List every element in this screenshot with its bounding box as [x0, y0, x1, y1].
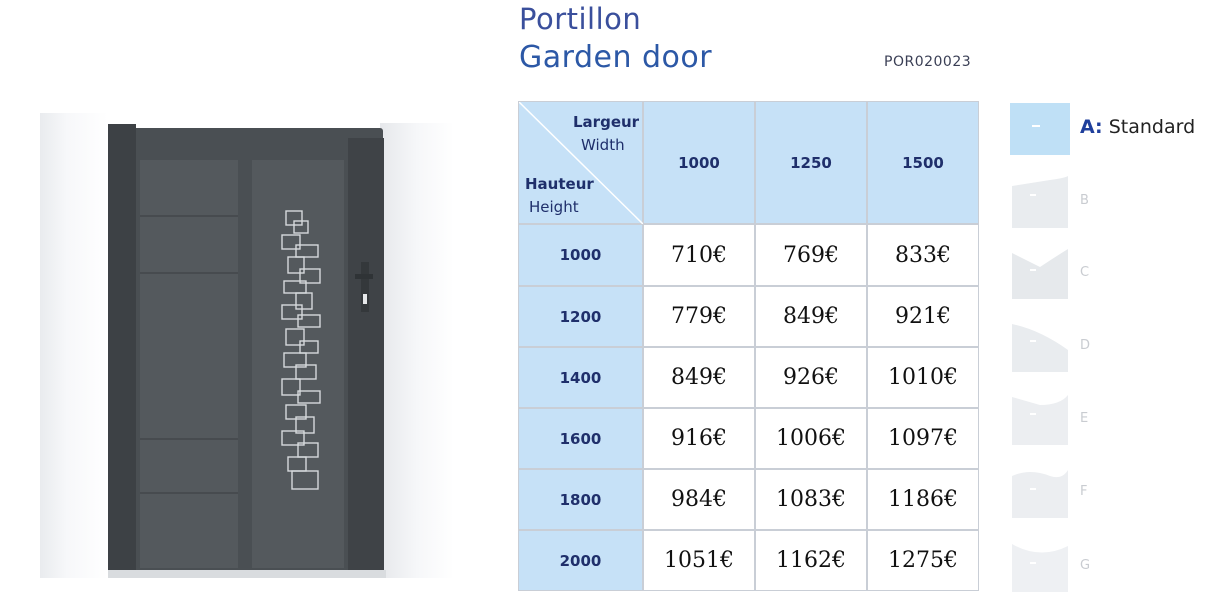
product-reference: POR020023 [884, 54, 972, 70]
model-c-label: C [1080, 265, 1090, 280]
price-cell: 779€ [643, 286, 755, 347]
model-d-thumbnail[interactable] [1010, 320, 1070, 372]
width-label-english: Width [581, 136, 625, 154]
price-cell: 1083€ [755, 469, 867, 530]
model-a-letter: A: [1080, 116, 1103, 138]
model-a-name: Standard [1108, 116, 1196, 138]
price-cell: 849€ [755, 286, 867, 347]
model-g-label: G [1080, 558, 1091, 573]
right-pillar [380, 123, 454, 578]
gate-right-post [348, 138, 384, 576]
column-header: 1500 [867, 101, 979, 224]
diagonal-divider [519, 102, 644, 225]
gate-left-panel [140, 160, 238, 568]
price-cell: 1275€ [867, 530, 979, 591]
model-d-label: D [1080, 338, 1091, 353]
row-header: 1200 [518, 286, 643, 347]
gate-slat [140, 438, 238, 440]
price-cell: 710€ [643, 224, 755, 286]
page-title-english: Garden door [519, 40, 713, 75]
height-label-french: Hauteur [525, 175, 594, 193]
gate-left-post [108, 124, 136, 576]
decorative-squares-motif [281, 210, 321, 490]
width-label-french: Largeur [573, 113, 640, 131]
model-a-thumbnail[interactable] [1010, 103, 1070, 155]
model-b-thumbnail[interactable] [1010, 176, 1070, 228]
table-corner-header: Largeur Width Hauteur Height [518, 101, 644, 225]
price-cell: 916€ [643, 408, 755, 469]
gate-slat [140, 215, 238, 217]
price-cell: 984€ [643, 469, 755, 530]
price-cell: 849€ [643, 347, 755, 408]
price-cell: 926€ [755, 347, 867, 408]
gate-illustration [0, 0, 500, 608]
model-b-label: B [1080, 193, 1089, 208]
model-f-thumbnail[interactable] [1010, 466, 1070, 518]
model-e-label: E [1080, 411, 1089, 426]
gate-right-panel [252, 160, 344, 568]
row-header: 2000 [518, 530, 643, 591]
model-f-label: F [1080, 484, 1088, 499]
price-cell: 921€ [867, 286, 979, 347]
column-header: 1000 [643, 101, 755, 224]
price-cell: 833€ [867, 224, 979, 286]
gate-ground [108, 570, 386, 578]
price-cell: 1010€ [867, 347, 979, 408]
row-header: 1400 [518, 347, 643, 408]
row-header: 1800 [518, 469, 643, 530]
price-cell: 1186€ [867, 469, 979, 530]
row-header: 1600 [518, 408, 643, 469]
model-e-thumbnail[interactable] [1010, 393, 1070, 445]
price-cell: 1051€ [643, 530, 755, 591]
column-header: 1250 [755, 101, 867, 224]
model-g-thumbnail[interactable] [1010, 540, 1070, 592]
page-title-french: Portillon [519, 2, 642, 36]
price-cell: 1097€ [867, 408, 979, 469]
price-cell: 1162€ [755, 530, 867, 591]
price-cell: 1006€ [755, 408, 867, 469]
gate-slat [140, 492, 238, 494]
price-cell: 769€ [755, 224, 867, 286]
model-a-label: A: Standard [1080, 116, 1195, 138]
left-pillar [40, 113, 108, 578]
gate-slat [140, 272, 238, 274]
row-header: 1000 [518, 224, 643, 286]
door-handle-icon [355, 262, 373, 312]
model-c-thumbnail[interactable] [1010, 247, 1070, 299]
height-label-english: Height [529, 198, 579, 216]
